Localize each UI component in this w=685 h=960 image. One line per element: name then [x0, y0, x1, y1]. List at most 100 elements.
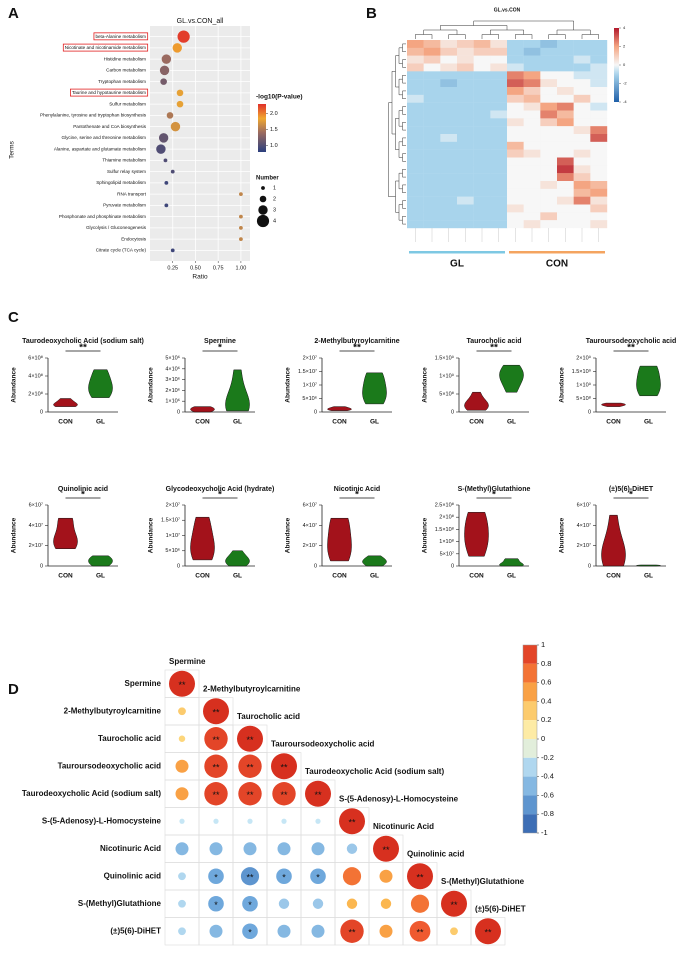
- title-box: Tauroursodeoxycholic acid: [586, 338, 677, 345]
- title-box: (±)5(6)-DiHET: [608, 486, 654, 493]
- group-bar: [409, 251, 505, 254]
- heatmap-cell: [490, 134, 508, 143]
- significance-label: **: [416, 928, 424, 938]
- bubble: [163, 158, 168, 163]
- heatmap-cell: [457, 149, 474, 158]
- y-tick-label: 4×10⁷: [303, 522, 317, 529]
- term-label: Sphingolipid metabolism: [96, 180, 146, 185]
- heatmap-cell: [440, 71, 458, 80]
- significance-label: *: [218, 343, 222, 354]
- heatmap-cell: [490, 188, 508, 197]
- term-label: Thiamine metabolism: [102, 158, 146, 163]
- dendrogram: [402, 184, 406, 193]
- heatmap-cell: [490, 212, 508, 221]
- y-tick-label: 0: [177, 409, 180, 415]
- heatmap-cell: [457, 79, 474, 88]
- heatmap-cell: [423, 204, 441, 213]
- y-tick-label: 1×10⁹: [576, 381, 591, 388]
- row-label: Taurocholic acid: [98, 734, 161, 743]
- legend-title: Number: [256, 176, 279, 182]
- heatmap-cell: [573, 212, 591, 221]
- heatmap-cell: [540, 94, 558, 103]
- violin: [362, 372, 387, 405]
- heatmap-cell: [407, 55, 424, 64]
- heatmap-cell: [490, 141, 508, 150]
- heatmap-cell: [540, 134, 558, 143]
- correlation-circle: [342, 867, 362, 886]
- size-label: 4: [273, 218, 276, 224]
- correlation-circle: [178, 899, 186, 908]
- title-box: Taurocholic acid: [466, 338, 521, 345]
- cell-border: [470, 917, 506, 946]
- heatmap-cell: [557, 134, 574, 143]
- heatmap-cell: [507, 118, 524, 127]
- y-axis-title: Abundance: [559, 517, 566, 553]
- heatmap-cell: [590, 55, 608, 64]
- heatmap-cell: [473, 87, 491, 96]
- x-tick-label: CON: [606, 573, 621, 580]
- heatmap-cell: [423, 47, 441, 56]
- y-tick-label: 5×10⁶: [165, 354, 180, 361]
- correlation-circle: [238, 782, 262, 806]
- heatmap-cell: [407, 165, 424, 174]
- heatmap-cell: [590, 173, 608, 182]
- y-tick-label: 0: [40, 409, 43, 415]
- row-label: Spermine: [125, 679, 162, 688]
- colorbar-label: 1: [541, 640, 545, 649]
- bubble: [164, 203, 169, 208]
- heatmap-cell: [523, 181, 541, 190]
- term-label: Carbon metabolism: [106, 68, 146, 73]
- heatmap-cell: [590, 212, 608, 221]
- heatmap-cell: [523, 102, 541, 111]
- heatmap-cell: [507, 157, 524, 166]
- correlation-circle: [311, 842, 325, 856]
- heatmap-cell: [423, 196, 441, 205]
- bubble: [172, 43, 182, 53]
- y-tick-label: 0: [314, 409, 317, 415]
- group-bar: [509, 251, 605, 254]
- heatmap-cell: [407, 47, 424, 56]
- y-tick-label: 6×10⁸: [28, 354, 43, 361]
- x-tick-label: CON: [606, 419, 621, 426]
- dendrogram: [402, 106, 406, 115]
- heatmap-cell: [507, 220, 524, 229]
- heatmap-cell: [407, 220, 424, 229]
- significance-label: **: [416, 873, 424, 883]
- heatmap-cell: [557, 47, 574, 56]
- violin: [636, 564, 661, 567]
- x-tick-label: 0.75: [213, 265, 224, 271]
- heatmap-cell: [523, 118, 541, 127]
- y-axis-title: Abundance: [559, 367, 566, 403]
- correlation-circle: [242, 895, 258, 912]
- dendrogram: [423, 29, 458, 35]
- colorbar-block: [523, 776, 537, 796]
- violin: [53, 398, 78, 407]
- heatmap-cell: [507, 94, 524, 103]
- term-label: Taurine and hypotaurine metabolism: [72, 90, 146, 95]
- heatmap-cell: [523, 173, 541, 182]
- bubble: [239, 225, 243, 230]
- heatmap-cell: [507, 141, 524, 150]
- heatmap-cell: [573, 134, 591, 143]
- correlation-circle: [475, 918, 501, 945]
- violin: [362, 555, 387, 567]
- term-label: Phenylalanine, tyrosine and tryptophan b…: [40, 113, 147, 118]
- size-key: [259, 195, 267, 203]
- dendrogram: [402, 59, 406, 68]
- dendrogram: [402, 90, 406, 99]
- heatmap-cell: [573, 126, 591, 135]
- heatmap-cell: [407, 141, 424, 150]
- heatmap-cell: [407, 157, 424, 166]
- group-label: CON: [546, 259, 568, 270]
- heatmap-cell: [440, 79, 458, 88]
- y-tick-label: 0: [588, 563, 591, 569]
- plot-title: (±)5(6)-DiHET: [608, 486, 654, 493]
- y-tick-label: 2×10⁷: [303, 354, 317, 361]
- dendrogram: [515, 34, 533, 39]
- colorbar-label: 2.0: [270, 111, 278, 117]
- heatmap-cell: [457, 173, 474, 182]
- correlation-circle: [339, 808, 365, 835]
- correlation-circle: [204, 754, 228, 778]
- heatmap-cell: [573, 173, 591, 182]
- heatmap-cell: [407, 79, 424, 88]
